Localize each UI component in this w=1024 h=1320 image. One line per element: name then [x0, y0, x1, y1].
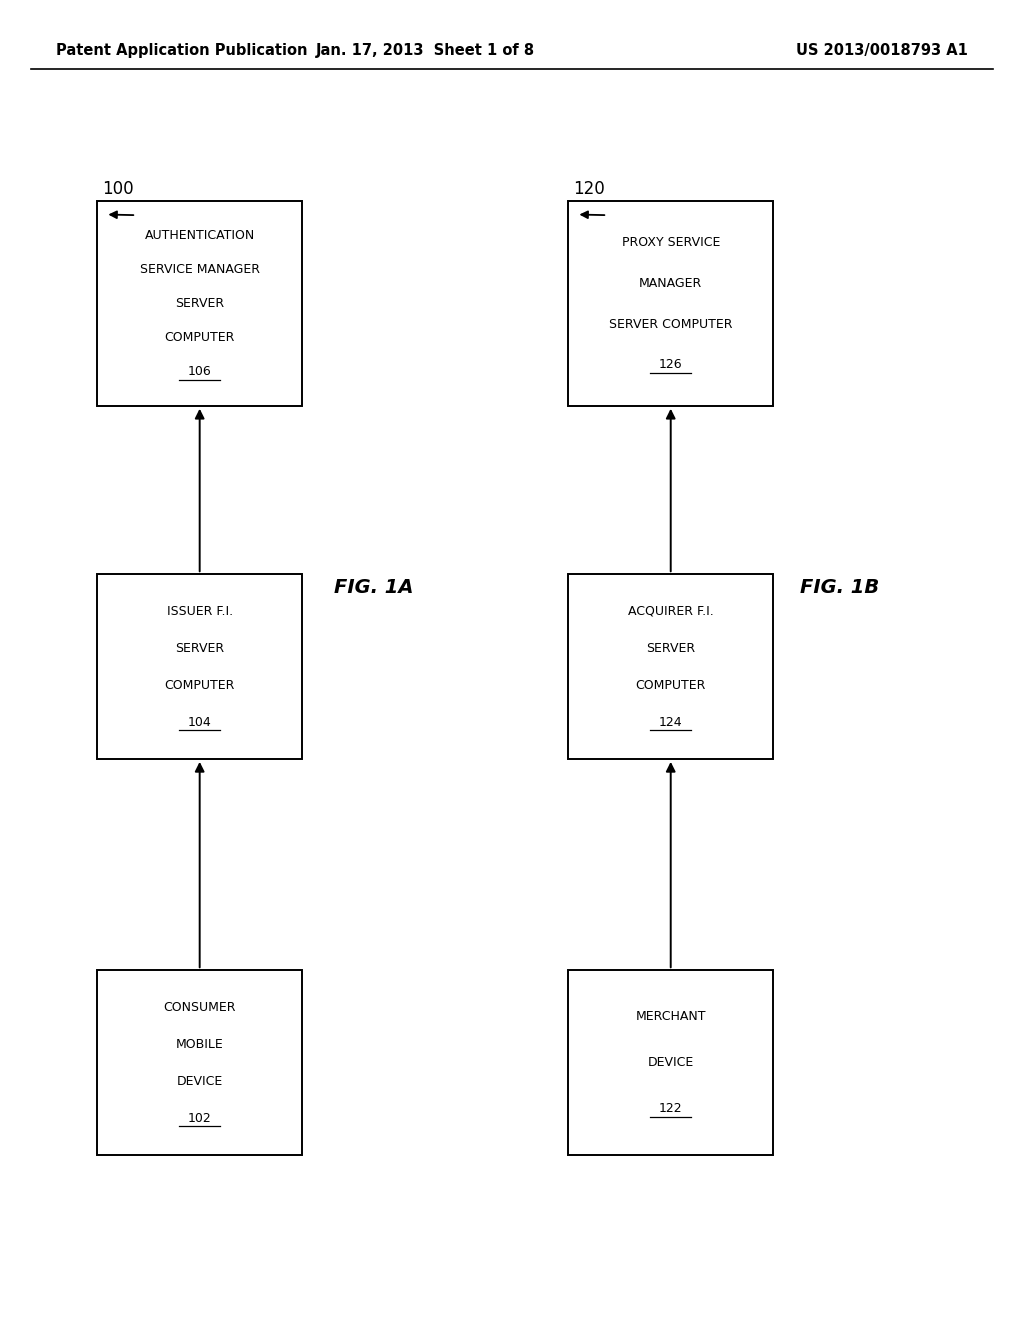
Text: CONSUMER: CONSUMER: [164, 1001, 236, 1014]
Text: 102: 102: [187, 1111, 212, 1125]
Text: 104: 104: [187, 715, 212, 729]
Bar: [568, 970, 773, 1155]
Text: COMPUTER: COMPUTER: [165, 678, 234, 692]
Bar: [568, 201, 773, 407]
Text: SERVER: SERVER: [175, 642, 224, 655]
Text: ACQUIRER F.I.: ACQUIRER F.I.: [628, 605, 714, 618]
Text: DEVICE: DEVICE: [176, 1074, 223, 1088]
Text: ISSUER F.I.: ISSUER F.I.: [167, 605, 232, 618]
Text: SERVER: SERVER: [175, 297, 224, 310]
Text: MERCHANT: MERCHANT: [636, 1010, 706, 1023]
Text: FIG. 1B: FIG. 1B: [800, 578, 880, 597]
Text: MOBILE: MOBILE: [176, 1038, 223, 1051]
Text: 124: 124: [658, 715, 683, 729]
Text: 126: 126: [658, 359, 683, 371]
Text: MANAGER: MANAGER: [639, 277, 702, 289]
Text: FIG. 1A: FIG. 1A: [334, 578, 414, 597]
Bar: [97, 201, 302, 407]
Text: DEVICE: DEVICE: [647, 1056, 694, 1069]
Bar: [97, 574, 302, 759]
Text: 120: 120: [572, 180, 605, 198]
Text: 106: 106: [187, 366, 212, 379]
Text: SERVER COMPUTER: SERVER COMPUTER: [609, 318, 732, 330]
Text: Patent Application Publication: Patent Application Publication: [56, 42, 308, 58]
Text: SERVER: SERVER: [646, 642, 695, 655]
Text: COMPUTER: COMPUTER: [165, 331, 234, 345]
Text: COMPUTER: COMPUTER: [636, 678, 706, 692]
Text: 122: 122: [658, 1102, 683, 1115]
Text: AUTHENTICATION: AUTHENTICATION: [144, 228, 255, 242]
Text: 100: 100: [102, 180, 133, 198]
Text: US 2013/0018793 A1: US 2013/0018793 A1: [796, 42, 968, 58]
Text: Jan. 17, 2013  Sheet 1 of 8: Jan. 17, 2013 Sheet 1 of 8: [315, 42, 535, 58]
Text: PROXY SERVICE: PROXY SERVICE: [622, 236, 720, 248]
Bar: [97, 970, 302, 1155]
Bar: [568, 574, 773, 759]
Text: SERVICE MANAGER: SERVICE MANAGER: [139, 263, 260, 276]
